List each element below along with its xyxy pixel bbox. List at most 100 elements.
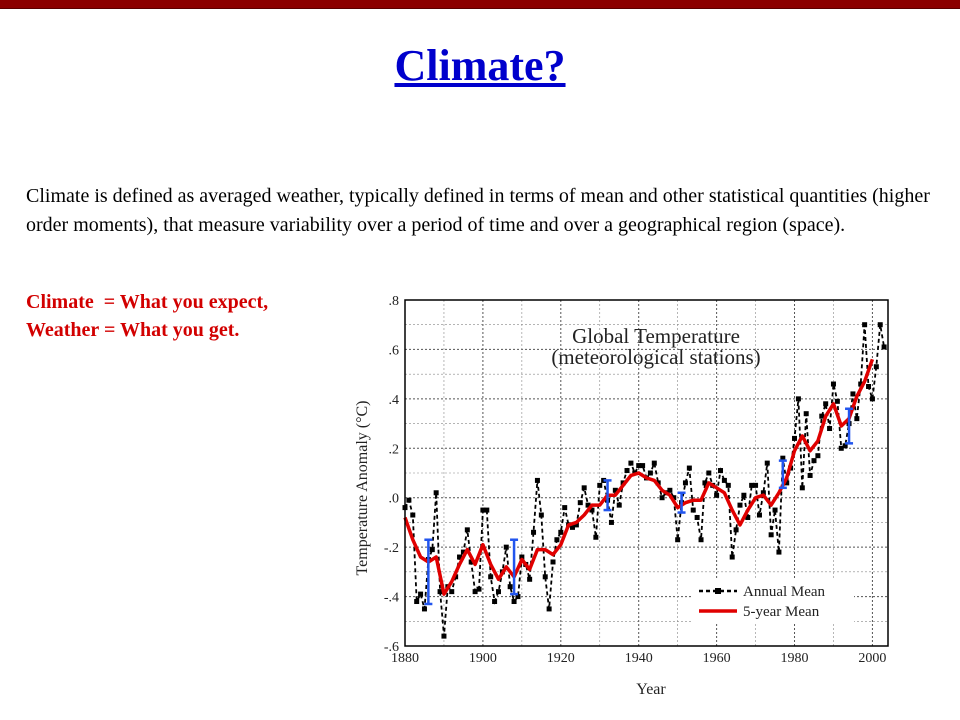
x-tick-label: 1980 — [781, 651, 809, 666]
x-tick-label: 1880 — [391, 651, 419, 666]
annual-mean-point — [527, 576, 533, 582]
annual-mean-point — [441, 633, 447, 639]
annual-mean-point — [842, 443, 848, 449]
legend-annual-marker — [715, 588, 721, 594]
annual-mean-point — [460, 549, 466, 555]
x-tick-label: 2000 — [858, 651, 886, 666]
annual-mean-point — [737, 502, 743, 508]
y-tick-label: .2 — [389, 442, 400, 457]
annual-mean-point — [484, 507, 490, 513]
top-accent-bar — [0, 0, 960, 9]
annual-mean-point — [815, 453, 821, 459]
annual-mean-point — [624, 468, 630, 474]
annual-mean-point — [718, 468, 724, 474]
annual-mean-point — [573, 522, 579, 528]
x-tick-label: 1920 — [547, 651, 575, 666]
annual-mean-point — [577, 500, 583, 506]
annual-mean-point — [741, 492, 747, 498]
y-tick-label: .4 — [389, 393, 400, 408]
annual-mean-point — [850, 391, 856, 397]
legend-five-year-label: 5-year Mean — [743, 604, 820, 620]
annual-mean-point — [562, 505, 568, 511]
annual-mean-point — [558, 529, 564, 535]
annual-mean-point — [768, 532, 774, 538]
annual-mean-point — [464, 527, 470, 533]
error-bar — [677, 491, 686, 514]
annual-mean-point — [803, 411, 809, 417]
annual-mean-point — [581, 485, 587, 491]
annual-mean-point — [862, 322, 868, 328]
annual-mean-point — [764, 460, 770, 466]
annual-mean-point — [866, 384, 872, 389]
annual-mean-point — [480, 507, 486, 513]
annual-mean-point — [753, 482, 759, 488]
annual-mean-point — [881, 344, 887, 350]
annual-mean-point — [702, 480, 708, 486]
annual-mean-point — [694, 514, 700, 520]
climate-definition: Climate is defined as averaged weather, … — [26, 185, 930, 236]
annual-mean-point — [776, 549, 782, 555]
annual-mean-point — [511, 599, 517, 605]
annual-mean-point — [507, 584, 513, 590]
annual-mean-point — [410, 512, 416, 518]
annual-mean-point — [519, 554, 525, 560]
annual-mean-point — [418, 591, 424, 597]
climate-vs-weather: Climate = What you expect, Weather = Wha… — [26, 288, 346, 344]
annual-mean-point — [682, 480, 688, 486]
annual-mean-point — [406, 497, 412, 503]
annual-mean-point — [838, 445, 844, 451]
annual-mean-point — [760, 490, 766, 496]
annual-mean-point — [492, 599, 498, 605]
annual-mean-point — [414, 599, 420, 605]
annual-mean-point — [795, 396, 801, 402]
annual-mean-point — [531, 529, 537, 535]
annual-mean-point — [733, 527, 739, 533]
annual-mean-point — [784, 480, 790, 486]
annual-mean-point — [472, 589, 478, 595]
annual-mean-point — [745, 514, 751, 520]
annual-mean-point — [503, 544, 509, 550]
error-bar — [845, 407, 854, 445]
annual-mean-point — [686, 465, 692, 471]
annual-mean-point — [534, 477, 540, 483]
annual-mean-point — [640, 463, 646, 469]
y-tick-label: -.4 — [384, 591, 399, 606]
weather-get-line: Weather = What you get. — [26, 319, 240, 341]
annual-mean-point — [721, 477, 727, 483]
annual-mean-point — [869, 396, 875, 402]
annual-mean-point — [468, 559, 474, 565]
annual-mean-point — [780, 455, 786, 461]
annual-mean-point — [569, 524, 575, 530]
annual-mean-point — [725, 482, 731, 488]
annual-mean-point — [608, 519, 614, 525]
annual-mean-point — [647, 470, 653, 476]
x-axis-label: Year — [636, 681, 666, 698]
annual-mean-point — [612, 487, 618, 493]
x-tick-label: 1960 — [703, 651, 731, 666]
annual-mean-point — [457, 554, 463, 560]
annual-mean-point — [659, 495, 665, 501]
annual-mean-point — [593, 534, 599, 540]
annual-mean-line — [404, 324, 885, 637]
annual-mean-point — [651, 460, 657, 466]
y-tick-labels: .8 .6 .4 .2 .0 -.2 -.4 -.6 — [384, 294, 399, 655]
annual-mean-point — [772, 507, 778, 513]
annual-mean-point — [585, 502, 591, 508]
annual-mean-point — [421, 606, 427, 612]
annual-mean-point — [554, 537, 560, 543]
error-bar — [603, 479, 612, 512]
annual-mean-point — [542, 574, 548, 580]
error-bars — [424, 407, 854, 606]
annual-mean-point — [667, 487, 673, 493]
y-tick-label: .0 — [389, 492, 400, 507]
error-bar — [424, 538, 433, 606]
annual-mean-point — [449, 589, 455, 595]
annual-mean-point — [550, 559, 556, 565]
annual-mean-point — [597, 482, 603, 488]
five-year-mean-series — [403, 358, 875, 596]
annual-mean-point — [546, 606, 552, 612]
annual-mean-point — [807, 472, 813, 478]
annual-mean-point — [636, 463, 642, 469]
x-tick-label: 1900 — [469, 651, 497, 666]
legend: Annual Mean 5-year Mean — [692, 579, 854, 623]
